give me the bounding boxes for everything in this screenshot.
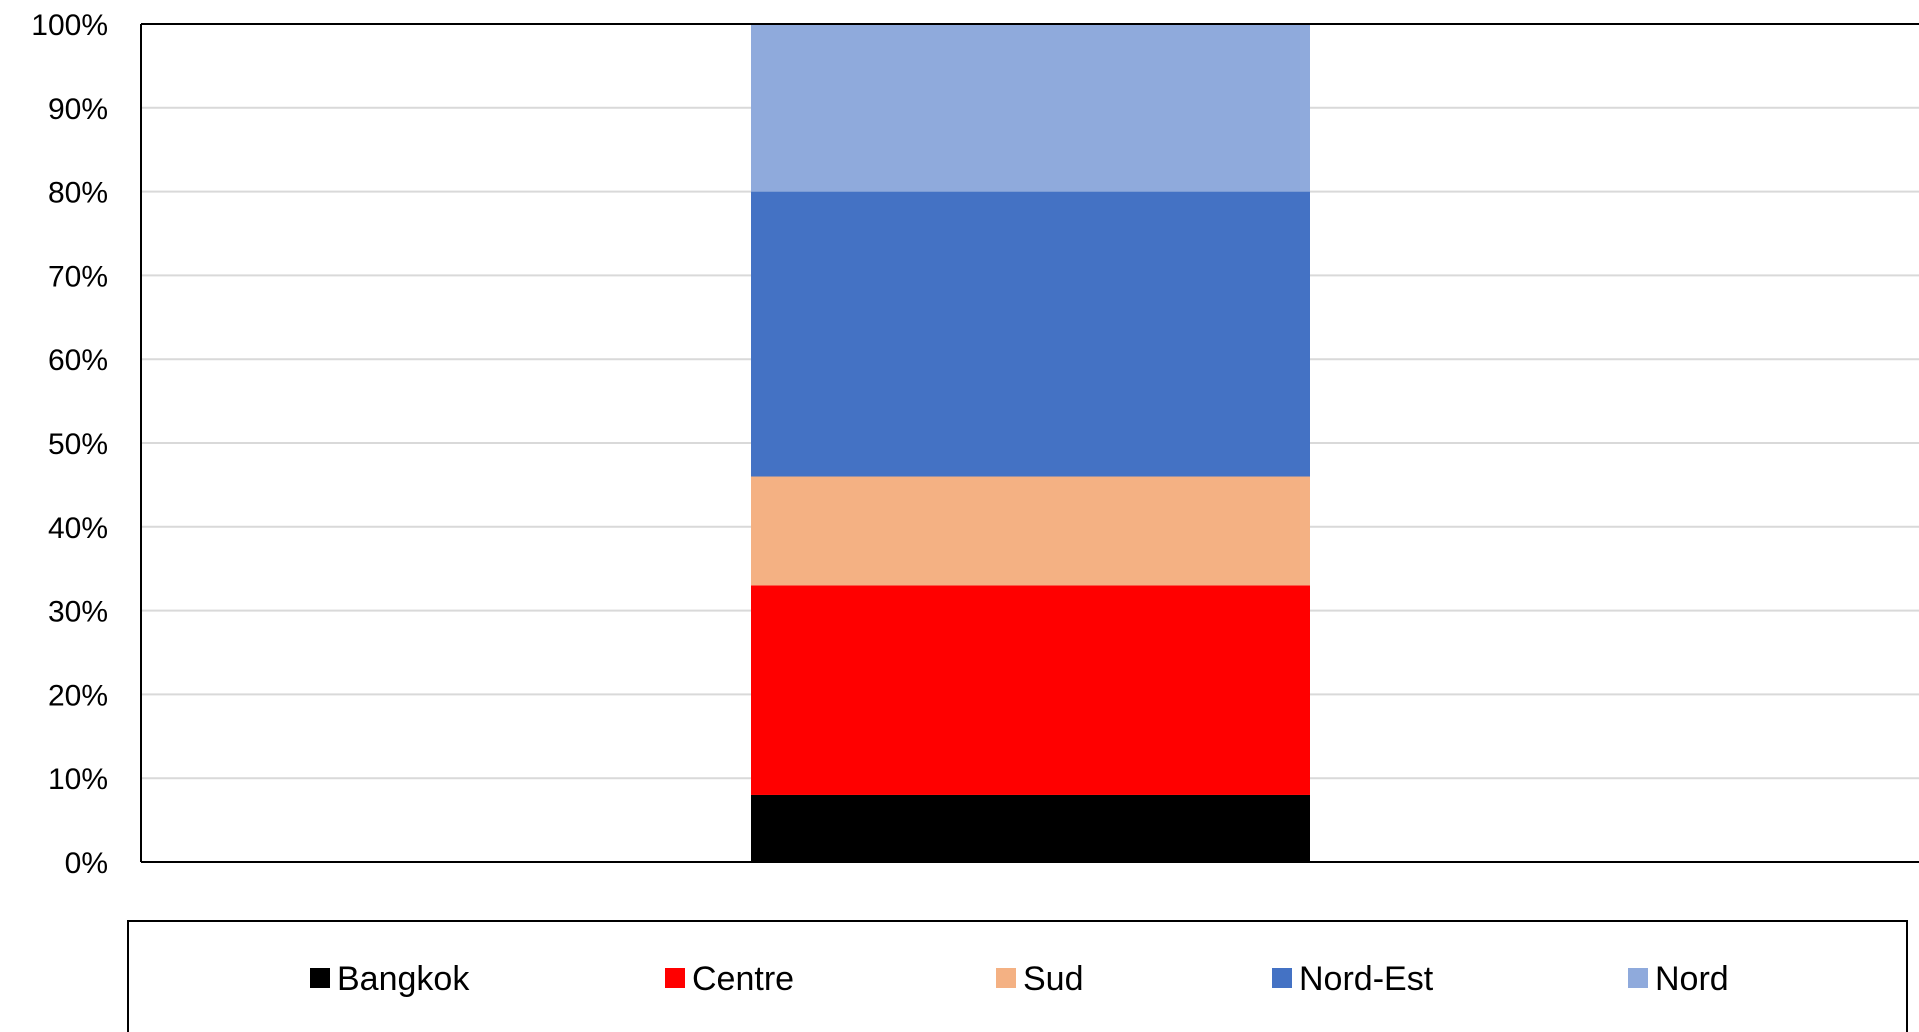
y-tick-label: 20% — [48, 679, 108, 712]
axes — [140, 23, 1919, 863]
bar-segment-centre — [751, 585, 1310, 795]
y-tick-label: 100% — [31, 9, 108, 42]
legend-label-sud: Sud — [1023, 960, 1084, 998]
legend-swatch-sud — [996, 968, 1016, 988]
y-tick-label: 60% — [48, 344, 108, 377]
y-tick-label: 0% — [65, 847, 108, 880]
legend-label-centre: Centre — [692, 960, 794, 998]
legend-swatch-bangkok — [310, 968, 330, 988]
y-tick-label: 40% — [48, 512, 108, 545]
bar-segment-nord — [751, 24, 1310, 192]
y-tick-label: 50% — [48, 428, 108, 461]
legend-label-bangkok: Bangkok — [337, 960, 470, 998]
legend-swatch-nord — [1628, 968, 1648, 988]
bar-segment-nord-est — [751, 191, 1310, 477]
legend-box — [127, 920, 1908, 1032]
y-axis-tick-labels: 0% 10% 20% 30% 40% 50% 60% 70% 80% 90% 100% — [31, 9, 108, 880]
y-tick-label: 70% — [48, 260, 108, 293]
y-tick-label: 30% — [48, 596, 108, 629]
y-tick-label: 80% — [48, 177, 108, 210]
legend-label-nord: Nord — [1655, 960, 1729, 998]
bar-segment-sud — [751, 476, 1310, 586]
legend-label-nord-est: Nord-Est — [1299, 960, 1434, 998]
bar-segment-bangkok — [751, 794, 1310, 862]
legend-swatch-nord-est — [1272, 968, 1292, 988]
y-tick-label: 10% — [48, 763, 108, 796]
y-tick-label: 90% — [48, 93, 108, 126]
legend-swatch-centre — [665, 968, 685, 988]
legend: Bangkok Centre Sud Nord-Est Nord — [127, 920, 1908, 1032]
bar-stack — [751, 24, 1310, 862]
